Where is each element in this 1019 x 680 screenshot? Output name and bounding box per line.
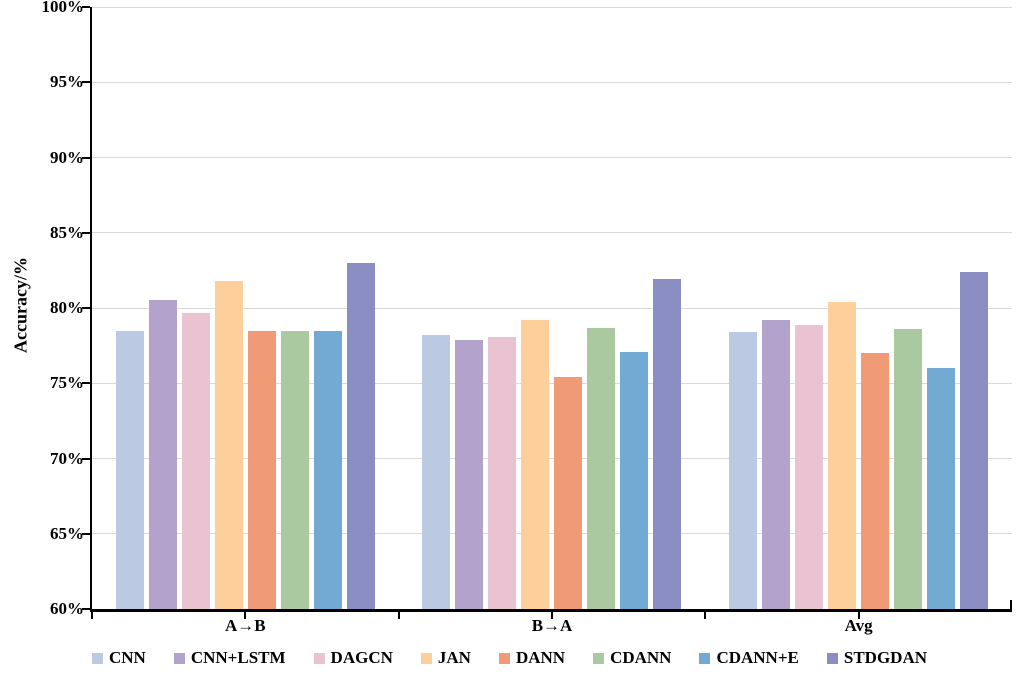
bar-cnn-lstm-avg xyxy=(762,320,791,609)
gridline-100 xyxy=(92,6,1012,8)
legend-item-dagcn: DAGCN xyxy=(313,648,393,668)
legend-label-cnn: CNN xyxy=(109,648,146,667)
legend-label-cdann: CDANN xyxy=(610,648,672,667)
y-tick-label-70: 70% xyxy=(50,448,84,468)
bar-stdgdan-a-b xyxy=(346,262,375,609)
bar-cdann-e-b-a xyxy=(620,351,649,609)
y-tick-95 xyxy=(82,81,90,84)
category-label-a-b: A→B xyxy=(225,616,266,635)
category-label-b-a: B→A xyxy=(531,616,573,635)
y-tick-label-100: 100% xyxy=(41,0,85,16)
plot-area xyxy=(82,6,1012,619)
legend-item-dann: DANN xyxy=(498,648,566,668)
x-tick-boundary-avg xyxy=(704,612,707,619)
bar-dagcn-avg xyxy=(795,324,824,609)
gridline-65 xyxy=(92,533,1012,535)
legend-swatch-dagcn xyxy=(313,652,325,664)
legend: CNN CNN+LSTM DAGCN JAN DANN CDANN CDANN+E STDGD… xyxy=(0,648,1019,668)
y-tick-75 xyxy=(82,382,90,385)
legend-item-cdann-e: CDANN+E xyxy=(699,648,799,668)
y-tick-70 xyxy=(82,457,90,460)
legend-swatch-cnn xyxy=(92,652,103,664)
bar-group-a-b xyxy=(92,7,399,609)
y-tick-label-80: 80% xyxy=(50,298,84,317)
bar-group-avg xyxy=(705,7,1012,609)
y-tick-label-75: 75% xyxy=(50,373,84,393)
legend-item-cnn-lstm: CNN+LSTM xyxy=(173,648,286,668)
gridline-70 xyxy=(92,458,1012,459)
bar-dann-a-b xyxy=(247,330,276,609)
x-tick-boundary-b-a xyxy=(397,612,400,619)
bar-cnn-b-a xyxy=(422,335,451,609)
legend-label-jan: JAN xyxy=(437,648,471,667)
bar-jan-b-a xyxy=(521,320,550,609)
bar-cnn-lstm-a-b xyxy=(148,300,177,609)
y-tick-label-95: 95% xyxy=(50,72,84,92)
y-tick-85 xyxy=(82,231,90,234)
gridline-75 xyxy=(92,382,1012,384)
x-axis-line xyxy=(90,609,1012,612)
y-tick-label-65: 65% xyxy=(50,523,84,543)
bar-dagcn-a-b xyxy=(181,312,210,609)
legend-swatch-cdann xyxy=(593,652,605,664)
y-tick-80 xyxy=(82,307,90,309)
y-tick-90 xyxy=(82,156,90,159)
bar-jan-a-b xyxy=(214,280,243,609)
legend-swatch-dann xyxy=(498,652,510,664)
legend-item-stdgdan: STDGDAN xyxy=(826,648,927,668)
y-tick-100 xyxy=(82,6,90,8)
bar-jan-avg xyxy=(828,301,857,609)
bar-group-b-a xyxy=(399,7,706,609)
y-tick-label-60: 60% xyxy=(50,599,84,618)
bar-cdann-e-a-b xyxy=(313,330,342,609)
bar-cdann-b-a xyxy=(587,327,616,609)
category-label-avg: Avg xyxy=(844,616,873,635)
gridline-85 xyxy=(92,232,1012,234)
x-tick-center-b-a xyxy=(551,612,553,619)
legend-label-dann: DANN xyxy=(515,648,566,667)
bar-cnn-lstm-b-a xyxy=(455,339,484,609)
bar-dagcn-b-a xyxy=(488,336,517,609)
y-tick-label-85: 85% xyxy=(50,222,84,242)
legend-swatch-jan xyxy=(420,652,432,664)
x-tick-center-a-b xyxy=(244,612,247,619)
gridline-90 xyxy=(92,157,1012,158)
bar-cnn-avg xyxy=(729,332,758,609)
y-axis-line xyxy=(90,7,92,609)
legend-label-cdann-e: CDANN+E xyxy=(716,648,799,667)
bar-stdgdan-avg xyxy=(960,271,989,609)
x-axis-end-tick xyxy=(1010,600,1012,609)
bar-cdann-a-b xyxy=(280,330,309,609)
y-tick-65 xyxy=(82,532,90,535)
x-tick-boundary-a-b xyxy=(91,612,93,619)
legend-label-dagcn: DAGCN xyxy=(330,648,393,667)
bar-cdann-e-avg xyxy=(927,368,956,609)
gridline-95 xyxy=(92,81,1012,83)
legend-label-stdgdan: STDGDAN xyxy=(843,648,927,667)
bar-cdann-avg xyxy=(894,329,923,609)
legend-swatch-cnn-lstm xyxy=(173,652,185,664)
legend-swatch-cdann-e xyxy=(699,652,711,664)
y-tick-60 xyxy=(82,608,90,610)
y-tick-label-90: 90% xyxy=(50,147,84,167)
x-tick-center-avg xyxy=(857,612,860,619)
bar-stdgdan-b-a xyxy=(653,279,682,609)
legend-item-jan: JAN xyxy=(420,648,471,668)
bar-cnn-a-b xyxy=(115,330,144,609)
legend-label-cnn-lstm: CNN+LSTM xyxy=(190,648,286,667)
legend-item-cdann: CDANN xyxy=(593,648,671,668)
bar-dann-b-a xyxy=(554,377,583,609)
gridline-80 xyxy=(92,307,1012,309)
legend-swatch-stdgdan xyxy=(826,652,838,664)
legend-item-cnn: CNN xyxy=(92,648,146,668)
bar-dann-avg xyxy=(861,353,890,609)
